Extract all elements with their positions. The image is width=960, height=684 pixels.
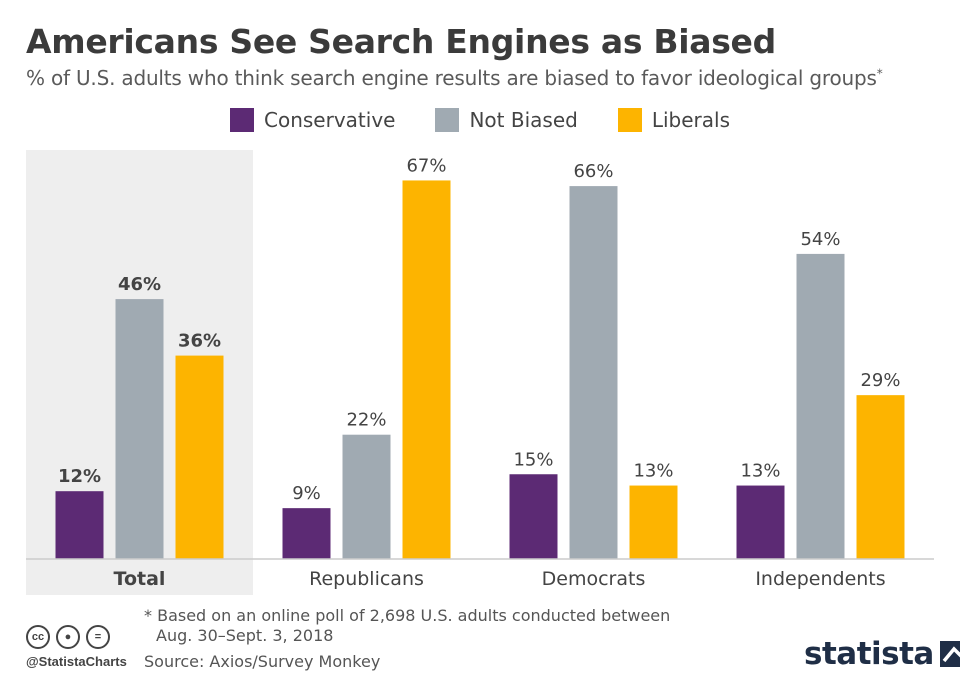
subtitle-footnote-mark: *: [876, 66, 883, 81]
data-label-republicans-not-biased: 22%: [346, 410, 386, 431]
bar-independents-conservative: [736, 485, 785, 559]
data-label-total-conservative: 12%: [58, 466, 101, 487]
legend-item-conservative: Conservative: [230, 108, 395, 132]
bar-independents-not-biased: [796, 253, 845, 559]
data-label-total-liberals: 36%: [178, 331, 221, 352]
legend: Conservative Not Biased Liberals: [0, 108, 960, 132]
footnote-line-2: Aug. 30–Sept. 3, 2018: [156, 626, 334, 645]
bar-chart: 12% 46% 36% Total 9% 22% 67% Republicans 15% 66% 1…: [26, 150, 934, 595]
legend-item-not-biased: Not Biased: [435, 108, 578, 132]
footnote-line-1: * Based on an online poll of 2,698 U.S. …: [144, 606, 671, 625]
data-label-independents-not-biased: 54%: [800, 229, 840, 250]
subtitle-text: % of U.S. adults who think search engine…: [26, 66, 877, 90]
category-label-democrats: Democrats: [542, 568, 646, 590]
statista-handle[interactable]: @StatistaCharts: [26, 654, 127, 669]
equals-icon[interactable]: =: [86, 625, 110, 649]
legend-swatch-liberals: [617, 108, 642, 132]
data-label-democrats-liberals: 13%: [633, 461, 673, 482]
legend-label-conservative: Conservative: [264, 108, 396, 132]
legend-swatch-not-biased: [435, 108, 460, 132]
statista-wordmark: statista: [804, 636, 934, 672]
source-text: Source: Axios/Survey Monkey: [144, 652, 381, 671]
bar-democrats-conservative: [509, 474, 558, 559]
category-label-total: Total: [114, 568, 166, 590]
statista-logo[interactable]: statista: [804, 636, 960, 672]
data-label-total-not-biased: 46%: [118, 274, 161, 295]
data-label-independents-conservative: 13%: [740, 461, 780, 482]
bar-independents-liberals: [856, 395, 905, 559]
bar-total-conservative: [55, 491, 104, 559]
bar-total-not-biased: [115, 299, 164, 559]
person-icon[interactable]: ●: [56, 625, 80, 649]
footnote: * Based on an online poll of 2,698 U.S. …: [144, 606, 670, 646]
data-label-republicans-conservative: 9%: [292, 483, 321, 504]
bar-total-liberals: [175, 355, 224, 559]
bar-democrats-liberals: [629, 485, 678, 559]
bar-republicans-liberals: [402, 180, 451, 559]
data-label-independents-liberals: 29%: [860, 370, 900, 391]
chart-subtitle: % of U.S. adults who think search engine…: [26, 66, 883, 90]
legend-label-liberals: Liberals: [651, 108, 730, 132]
data-label-democrats-not-biased: 66%: [573, 161, 613, 182]
cc-icon[interactable]: cc: [26, 625, 50, 649]
license-icons: cc ● =: [26, 625, 110, 649]
bar-republicans-conservative: [282, 508, 331, 559]
legend-swatch-conservative: [230, 108, 254, 132]
data-label-republicans-liberals: 67%: [406, 155, 446, 176]
legend-item-liberals: Liberals: [617, 108, 730, 132]
bar-republicans-not-biased: [342, 434, 391, 559]
data-label-democrats-conservative: 15%: [513, 449, 553, 470]
legend-label-not-biased: Not Biased: [469, 108, 578, 132]
statista-logo-icon: [939, 641, 960, 667]
bar-democrats-not-biased: [569, 186, 618, 559]
chart-title: Americans See Search Engines as Biased: [26, 22, 776, 61]
category-label-republicans: Republicans: [309, 568, 424, 590]
category-label-independents: Independents: [755, 568, 885, 590]
